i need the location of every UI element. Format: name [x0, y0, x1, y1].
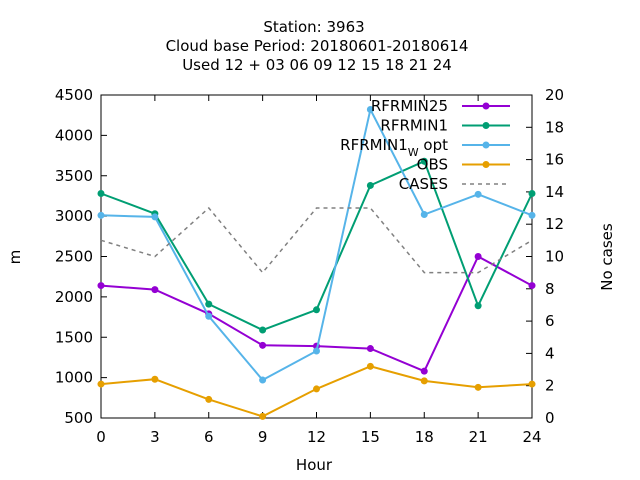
y2-tick-label: 16	[545, 151, 564, 169]
data-point	[205, 300, 213, 308]
y2-tick-label: 10	[545, 248, 564, 266]
y-tick-label: 1000	[55, 369, 93, 387]
y-tick-label: 3500	[55, 167, 93, 185]
y-tick-label: 3000	[55, 207, 93, 225]
series-1	[97, 253, 536, 375]
data-point	[97, 211, 105, 219]
data-point	[528, 282, 536, 290]
data-point	[528, 190, 536, 198]
data-point	[205, 312, 213, 320]
data-point	[474, 253, 482, 260]
x-tick-label: 18	[415, 428, 434, 446]
data-point	[313, 385, 320, 393]
series-line	[100, 106, 533, 382]
x-tick-label: 15	[361, 428, 380, 446]
data-point	[151, 286, 159, 294]
y2-tick-label: 14	[545, 183, 564, 201]
y-axis-label: m	[6, 250, 24, 265]
series-line	[100, 206, 533, 274]
y2-tick-label: 12	[545, 215, 564, 233]
data-point	[313, 347, 320, 355]
series-2	[97, 157, 536, 334]
y-tick-label: 2500	[55, 248, 93, 266]
data-point	[366, 362, 374, 370]
data-point	[366, 106, 374, 114]
x-tick-label: 0	[96, 428, 106, 446]
data-point	[474, 302, 482, 310]
legend-marker	[482, 102, 490, 110]
series-line	[100, 159, 533, 332]
y2-tick-label: 4	[545, 344, 555, 362]
x-tick-label: 6	[204, 428, 214, 446]
plot-border	[100, 94, 533, 419]
y-tick-label: 2000	[55, 288, 93, 306]
data-point	[151, 375, 159, 383]
legend-label: CASES	[399, 175, 448, 193]
y2-tick-label: 20	[545, 86, 564, 104]
data-point	[366, 345, 374, 353]
chart-title: Station: 3963 Cloud base Period: 2018060…	[166, 18, 469, 74]
data-point	[97, 282, 105, 290]
x-tick-label: 9	[258, 428, 268, 446]
title-line-1: Station: 3963	[263, 18, 364, 36]
plot-area	[100, 94, 533, 419]
y-tick-label: 500	[64, 409, 93, 427]
y2-tick-label: 18	[545, 118, 564, 136]
legend-label: RFRMIN1W opt	[340, 136, 448, 159]
y-tick-label: 1500	[55, 328, 93, 346]
x-tick-label: 24	[522, 428, 541, 446]
x-tick-label: 12	[307, 428, 326, 446]
series-4	[97, 362, 536, 420]
title-line-2: Cloud base Period: 20180601-20180614	[166, 37, 469, 55]
data-point	[420, 211, 428, 219]
y2-tick-label: 6	[545, 312, 555, 330]
data-point	[313, 306, 320, 314]
series-3	[97, 106, 536, 384]
data-point	[97, 190, 105, 198]
series-5	[100, 206, 533, 274]
axis-ticks: 0 3 6 9 12 15 18 21 2450010001500200025003000350…	[55, 86, 564, 446]
x-axis-label: Hour	[296, 456, 333, 474]
legend-label-suffix: opt	[419, 136, 448, 154]
legend-label-subscript: W	[408, 146, 419, 159]
legend-label: RFRMIN1	[380, 117, 448, 135]
y2-axis-label: No cases	[598, 223, 616, 291]
data-point	[528, 211, 536, 219]
legend-marker	[482, 161, 490, 168]
x-tick-label: 21	[469, 428, 488, 446]
x-tick-label: 3	[150, 428, 160, 446]
series-layer	[97, 106, 536, 420]
data-point	[420, 157, 428, 165]
data-point	[205, 395, 213, 403]
data-point	[259, 376, 267, 384]
data-point	[259, 412, 267, 420]
data-point	[259, 326, 267, 334]
data-point	[528, 380, 536, 388]
data-point	[151, 213, 159, 221]
legend-label: RFRMIN25	[371, 97, 448, 115]
title-line-3: Used 12 + 03 06 09 12 15 18 21 24	[182, 56, 452, 74]
data-point	[97, 380, 105, 388]
data-point	[474, 190, 482, 198]
y2-tick-label: 0	[545, 409, 555, 427]
legend-label: OBS	[417, 156, 448, 174]
data-point	[366, 181, 374, 189]
data-point	[474, 383, 482, 391]
y2-tick-label: 2	[545, 377, 555, 395]
legend-marker	[482, 122, 490, 129]
data-point	[259, 341, 267, 349]
data-point	[420, 377, 428, 385]
y-tick-label: 4000	[55, 126, 93, 144]
data-point	[420, 367, 428, 375]
y2-tick-label: 8	[545, 280, 555, 298]
legend-marker	[482, 141, 490, 149]
y-tick-label: 4500	[55, 86, 93, 104]
